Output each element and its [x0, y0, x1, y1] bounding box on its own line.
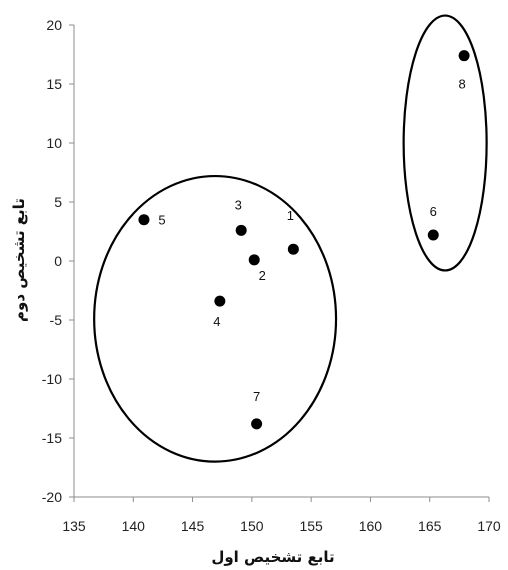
cluster-ellipse [93, 174, 338, 463]
data-point [251, 418, 263, 430]
y-tick-label: 15 [46, 76, 62, 92]
data-point-label: 4 [213, 314, 220, 329]
data-point-label: 3 [235, 197, 242, 212]
y-tick-label: 20 [46, 17, 62, 33]
data-point [138, 214, 150, 226]
data-points: 1 2 3 4 5 6 7 8 [138, 50, 470, 430]
data-point [427, 229, 439, 241]
y-tick-label: -5 [50, 312, 63, 328]
data-point-label: 8 [458, 77, 465, 92]
cluster-ellipse [402, 14, 488, 272]
data-point [214, 295, 226, 307]
x-tick-label: 170 [477, 518, 501, 534]
x-tick-label: 150 [240, 518, 264, 534]
y-tick-label: 10 [46, 135, 62, 151]
y-tick-label: -20 [42, 489, 62, 505]
y-tick-label: 0 [54, 253, 62, 269]
y-axis-label: تابع تشخیص دوم [10, 198, 28, 322]
data-point-label: 1 [287, 208, 294, 223]
x-tick-label: 140 [122, 518, 146, 534]
data-point [235, 224, 247, 236]
data-point [248, 254, 260, 266]
x-axis-label: تابع تشخیص اول [211, 548, 334, 566]
data-point [458, 50, 470, 62]
data-point-label: 2 [259, 268, 266, 283]
data-point-label: 6 [430, 204, 437, 219]
x-tick-label: 155 [299, 518, 323, 534]
data-point-label: 5 [158, 213, 165, 228]
y-tick-label: -15 [42, 430, 62, 446]
x-tick-label: 165 [418, 518, 442, 534]
y-tick-label: -10 [42, 371, 62, 387]
data-point-label: 7 [253, 389, 260, 404]
x-tick-label: 145 [181, 518, 205, 534]
data-point [287, 243, 299, 255]
x-tick-label: 135 [62, 518, 86, 534]
y-tick-label: 5 [54, 194, 62, 210]
x-tick-label: 160 [359, 518, 383, 534]
cluster-ellipses [93, 14, 488, 463]
